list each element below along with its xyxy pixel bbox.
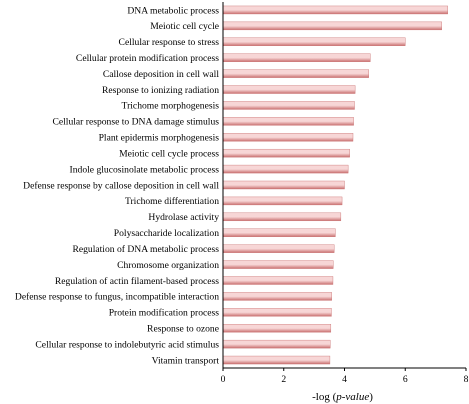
x-tick-label: 8 <box>464 374 469 385</box>
bar <box>222 37 406 46</box>
category-labels: DNA metabolic process Meiotic cell cycle C… <box>15 5 219 366</box>
bar <box>222 53 371 62</box>
bar <box>222 85 356 94</box>
bar <box>222 148 350 158</box>
category-label: DNA metabolic process <box>127 5 219 16</box>
category-label: Hydrolase activity <box>148 212 219 223</box>
bar <box>222 276 334 285</box>
bar <box>222 180 345 190</box>
bar <box>222 212 342 222</box>
x-tick-label: 4 <box>342 374 347 385</box>
category-label: Response to ozone <box>147 324 219 335</box>
x-tick-label: 6 <box>403 374 408 385</box>
category-label: Trichome differentiation <box>125 196 219 207</box>
category-label: Cellular protein modification process <box>76 53 219 64</box>
category-label: Cellular response to indolebutyric acid … <box>35 339 219 350</box>
category-label: Chromosome organization <box>117 260 219 271</box>
bar <box>222 133 354 142</box>
bars-group <box>222 5 448 365</box>
x-axis-title-suffix: ) <box>369 391 373 403</box>
category-label: Meiotic cell cycle process <box>119 148 219 159</box>
bar <box>222 324 332 333</box>
bar <box>222 339 331 349</box>
category-label: Defense response to fungus, incompatible… <box>15 292 219 303</box>
x-axis-title-prefix: -log ( <box>312 391 336 403</box>
x-tick-label: 2 <box>281 374 286 385</box>
category-label: Meiotic cell cycle <box>150 21 219 32</box>
category-label: Regulation of DNA metabolic process <box>72 244 219 255</box>
bar <box>222 101 355 110</box>
bar <box>222 69 370 78</box>
category-label: Defense response by callose deposition i… <box>23 180 219 191</box>
category-label: Response to ionizing radiation <box>102 85 219 96</box>
bar <box>222 21 442 31</box>
bar <box>222 196 343 206</box>
category-label: Plant epidermis morphogenesis <box>99 133 220 144</box>
category-label: Polysaccharide localization <box>114 228 219 239</box>
category-label: Callose deposition in cell wall <box>103 69 220 80</box>
bar <box>222 260 334 269</box>
bar <box>222 292 332 301</box>
x-axis-title-italic: p-value <box>335 391 369 403</box>
bar <box>222 117 354 126</box>
category-label: Trichome morphogenesis <box>122 101 220 112</box>
category-label: Regulation of actin filament-based proce… <box>55 276 219 287</box>
x-axis-title: -log (p-value) <box>312 391 373 403</box>
bar <box>222 308 332 317</box>
x-tick-label: 0 <box>221 374 226 385</box>
bar <box>222 244 335 253</box>
bar <box>222 355 331 365</box>
category-label: Indole glucosinolate metabolic process <box>70 164 220 175</box>
category-label: Cellular response to stress <box>119 37 220 48</box>
bar <box>222 164 349 174</box>
bar <box>222 5 448 15</box>
bar <box>222 228 336 237</box>
x-ticks: 0 2 4 6 8 <box>221 368 469 385</box>
category-label: Protein modification process <box>109 308 220 319</box>
category-label: Vitamin transport <box>152 355 220 366</box>
category-label: Cellular response to DNA damage stimulus <box>52 117 219 128</box>
